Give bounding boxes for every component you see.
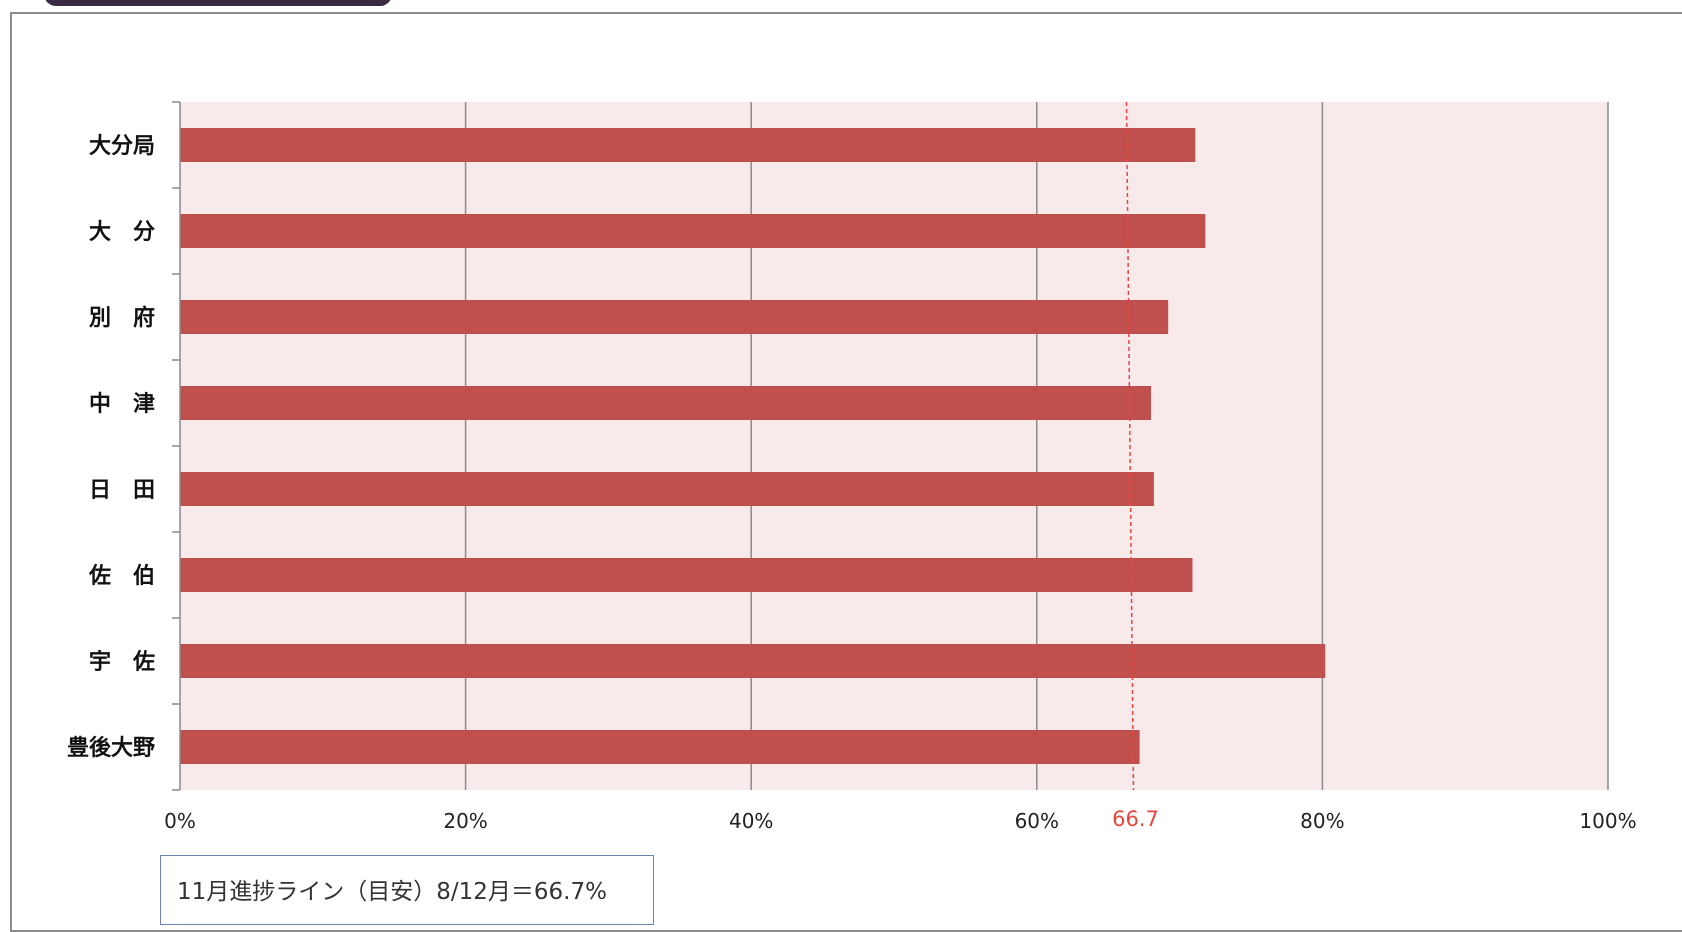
- plot-area: [180, 102, 1608, 790]
- x-tick-labels: 0% 20% 40% 60% 80% 100%: [164, 809, 1636, 833]
- bar: [180, 214, 1206, 248]
- x-tick-label: 100%: [1579, 809, 1636, 833]
- bar: [180, 644, 1326, 678]
- progress-note: 11月進捗ライン（目安）8/12月＝66.7%: [160, 855, 654, 925]
- x-tick-label: 0%: [164, 809, 196, 833]
- bar: [180, 386, 1152, 420]
- reference-line-label: 66.7: [1112, 807, 1159, 831]
- bar: [180, 472, 1154, 506]
- category-label: 大分局: [89, 134, 155, 159]
- category-label: 豊後大野: [67, 735, 155, 761]
- bar: [180, 558, 1193, 592]
- bar: [180, 730, 1140, 764]
- category-label: 大 分: [89, 220, 155, 245]
- bars: [180, 128, 1326, 764]
- category-label: 中 津: [89, 391, 155, 417]
- category-label: 日 田: [89, 478, 155, 503]
- x-tick-label: 60%: [1015, 809, 1059, 833]
- bar: [180, 300, 1169, 334]
- y-axis-ticks: [172, 101, 180, 791]
- header-tab: [44, 0, 392, 6]
- reference-line: [1125, 101, 1135, 791]
- x-tick-label: 80%: [1300, 809, 1344, 833]
- category-label: 別 府: [89, 305, 155, 331]
- category-label: 宇 佐: [89, 649, 155, 675]
- bar: [180, 128, 1196, 162]
- category-label: 佐 伯: [88, 563, 155, 589]
- x-tick-label: 20%: [443, 809, 487, 833]
- x-tick-label: 40%: [729, 809, 773, 833]
